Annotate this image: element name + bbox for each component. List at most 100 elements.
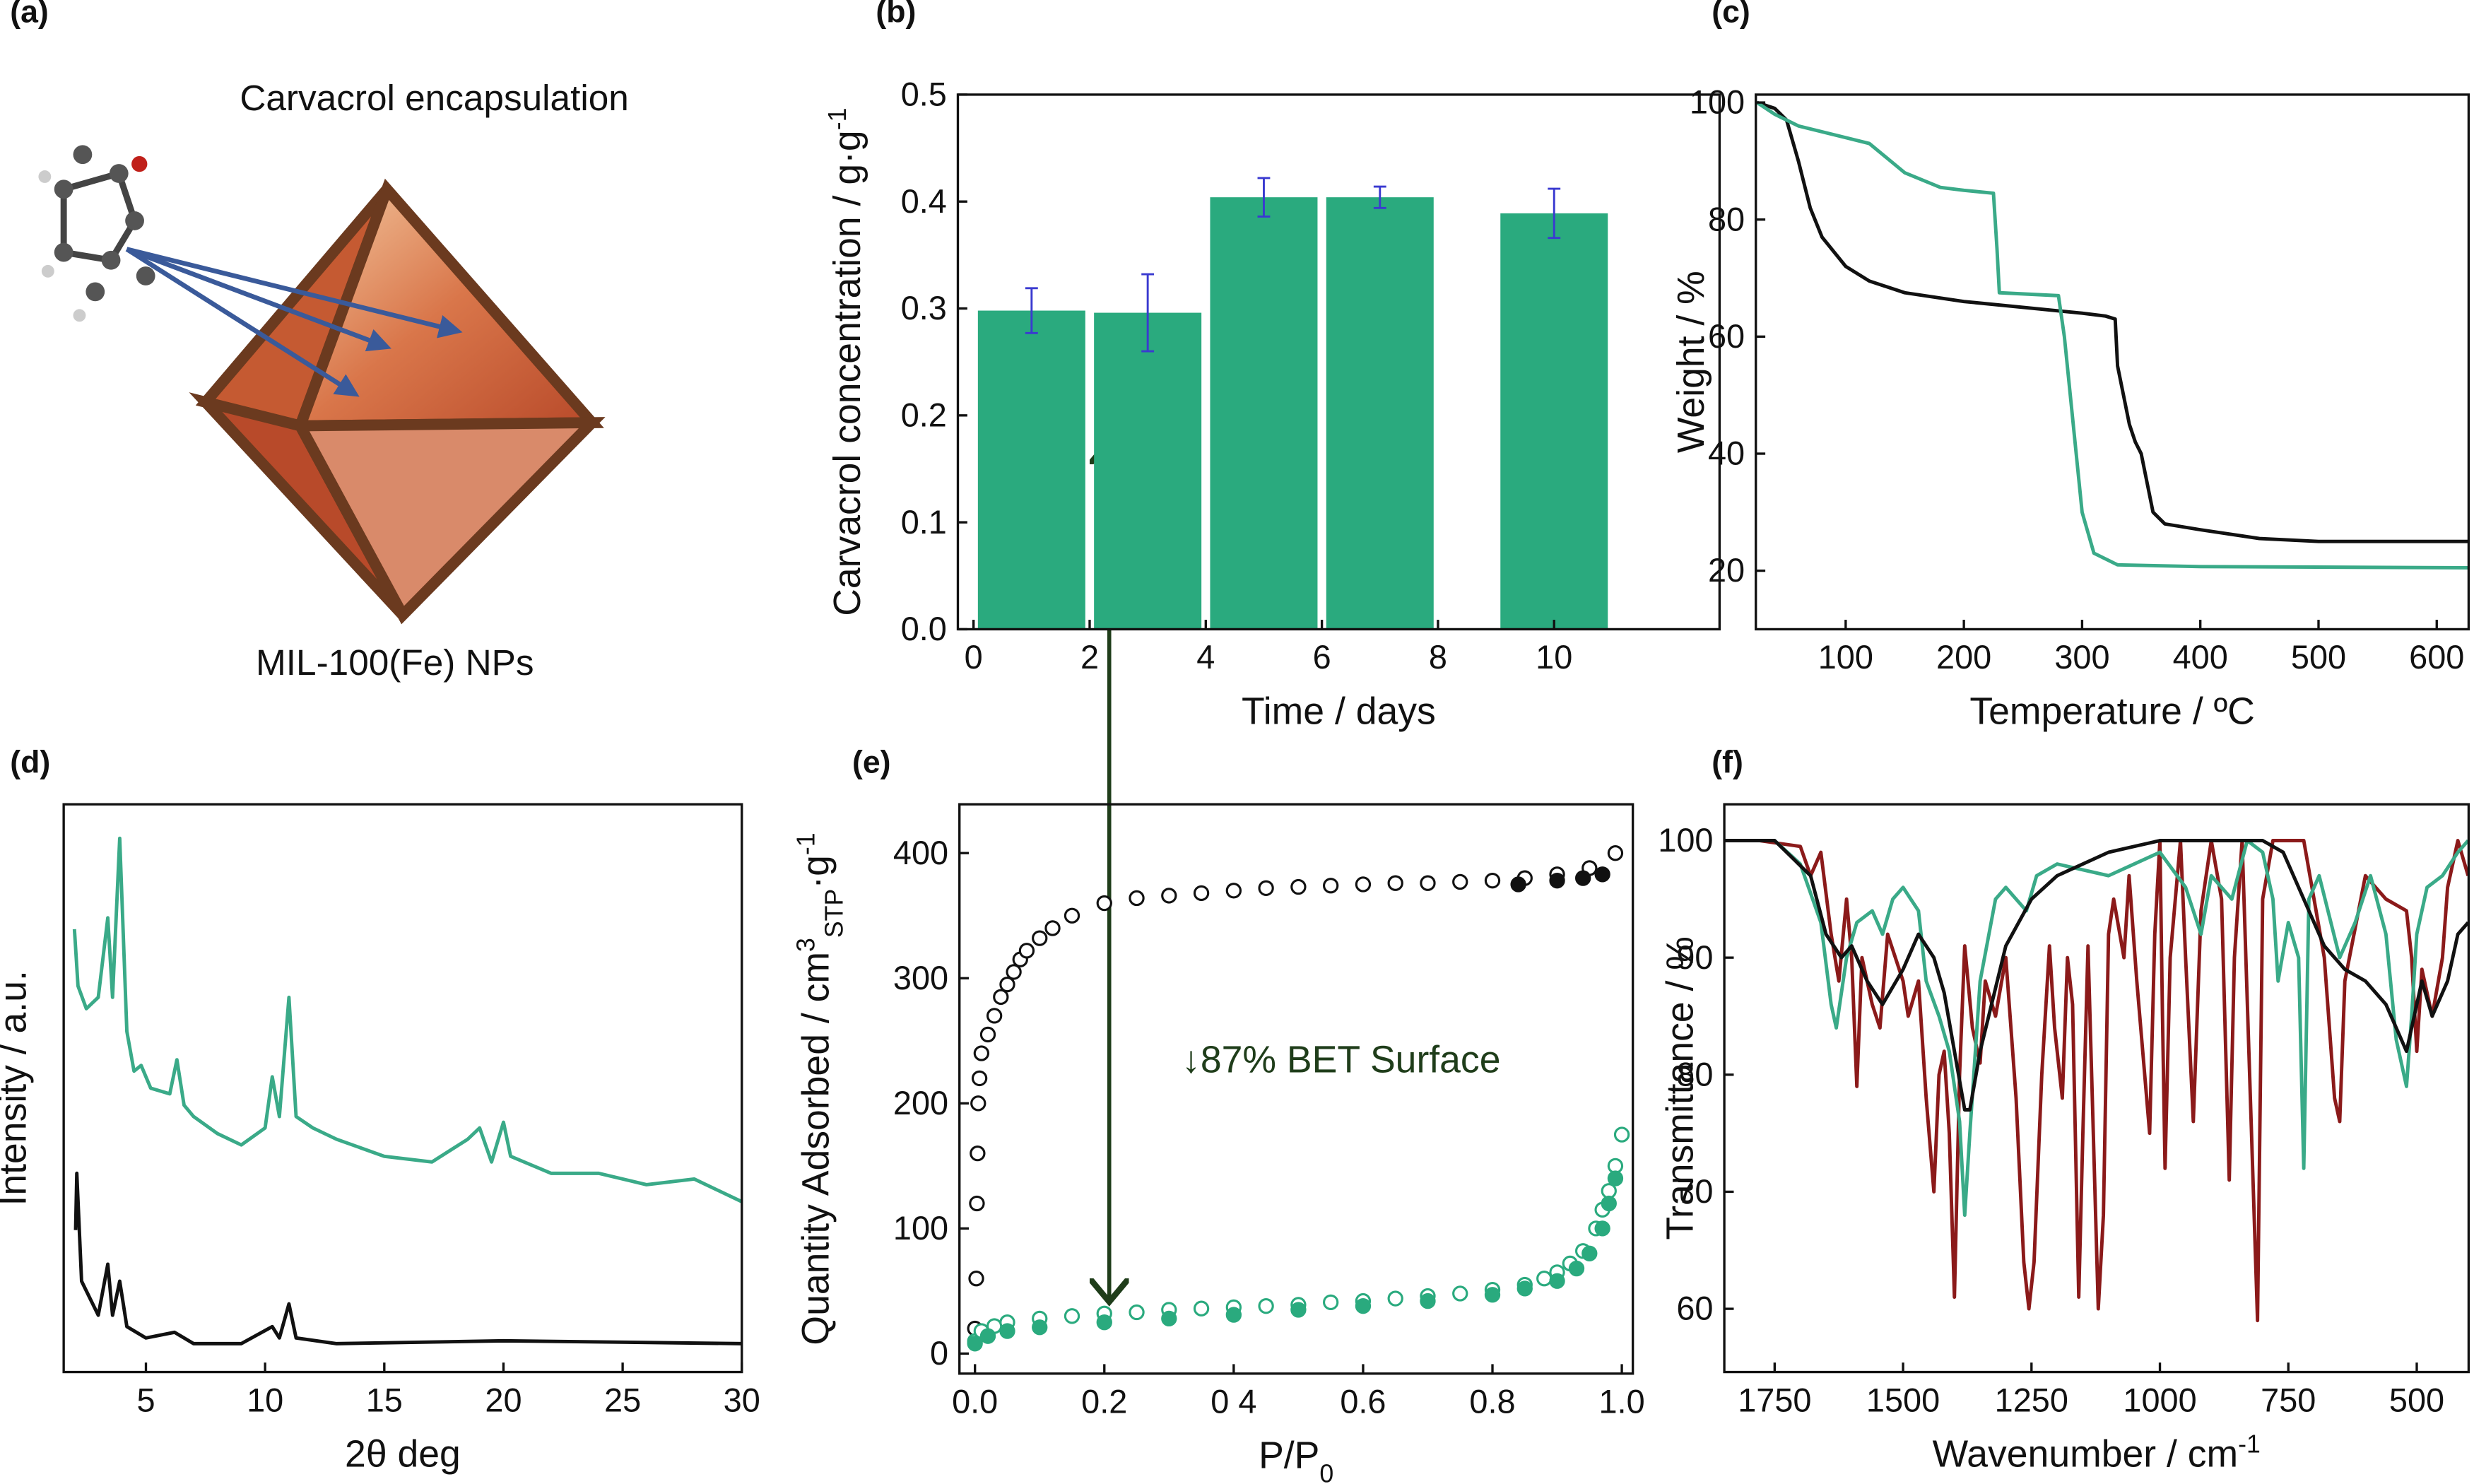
bar [1500,213,1608,630]
data-point [993,989,1009,1005]
error-bar [1373,185,1386,209]
x-tick-label: 15 [366,1382,403,1418]
x-tick-label: 750 [2261,1382,2316,1418]
x-axis-label: Time / days [1242,690,1436,732]
panel: (e) 0.0 0.2 0 4 0.6 0.8 1.0 0 100 200 300 400 ↓87% B… [852,746,1645,1420]
data-point [1536,1271,1553,1287]
data-point [1387,875,1403,891]
y-tick-label: 0.2 [901,396,947,433]
panel-label: (c) [1712,0,1750,29]
y-tick-label: 100 [1690,84,1745,121]
series-line [72,836,742,1203]
x-tick-label: 600 [2409,639,2464,676]
data-point [979,1026,996,1043]
x-tick-label: 6 [1313,639,1331,676]
panel-label: (f) [1712,746,1743,780]
x-tick-label: 200 [1936,639,1991,676]
data-point [999,1323,1015,1339]
data-point [1290,1302,1307,1318]
y-tick-label: 100 [1658,822,1713,859]
data-point [970,1095,986,1112]
bar [1326,197,1434,630]
y-tick-label: 300 [893,960,948,996]
series-line [1724,839,2469,1218]
arrow [126,247,463,338]
panel-label: (d) [10,746,50,780]
data-point [979,1328,996,1344]
x-axis-label: P/P0 [1259,1435,1333,1484]
octahedron-face [292,178,604,432]
x-tick-label: 1250 [1995,1382,2068,1418]
data-point [1452,873,1468,890]
data-point [1607,845,1624,861]
y-tick-label: 60 [1708,318,1745,355]
data-point [1516,1280,1533,1297]
data-point [1601,1195,1617,1212]
data-point [968,1271,984,1287]
data-point [1594,866,1610,883]
x-axis-label: Temperature / ºC [1969,690,2254,732]
label-part: -1 [2238,1430,2261,1458]
y-tick-label: 400 [893,835,948,871]
data-point [1096,895,1112,912]
y-tick-label: 0.1 [901,504,947,541]
x-tick-label: 0.2 [1081,1384,1127,1420]
label-part: -1 [791,832,820,855]
data-point [1129,1304,1145,1321]
x-axis-label: Wavenumber / cm-1 [1933,1430,2261,1475]
molecule [38,145,155,322]
data-point [1258,880,1274,896]
series-line [1756,101,2469,570]
data-point [1549,1273,1565,1289]
label-part: 3 [791,938,820,952]
error-bar [1548,187,1561,240]
data-point [1581,1245,1598,1261]
arrow [125,247,360,397]
x-tick-label: 0.6 [1340,1384,1386,1420]
error-bar [1025,287,1038,334]
x-tick-label: 4 [1196,639,1215,676]
y-tick-label: 0.4 [901,183,947,220]
illustration: (a) Carvacrol encapsulation MIL-100(Fe) … [10,0,629,683]
x-tick-label: 10 [1536,639,1572,676]
panel-label: (e) [852,746,891,780]
error-bar [1141,273,1155,353]
y-tick-label: 40 [1708,435,1745,472]
data-point [1018,943,1035,959]
x-tick-label: 2 [1080,639,1099,676]
data-point [1258,1298,1274,1314]
data-point [1568,1260,1585,1277]
data-point [1575,870,1591,886]
x-tick-label: 500 [2291,639,2346,676]
axes-frame [1755,93,2470,631]
bar [977,310,1085,630]
label-part: STP [820,889,848,938]
x-tick-label: 1500 [1866,1382,1940,1418]
data-point [971,1070,988,1087]
y-tick-label: 80 [1708,201,1745,237]
axes-frame [956,93,1721,631]
data-point [1355,1298,1372,1314]
plot-area [977,177,1608,630]
x-tick-label: 1.0 [1599,1384,1645,1420]
label-part: ·g [795,855,837,889]
data-point [1594,1220,1610,1237]
y-axis-label: Transmittance / % [1659,936,1701,1240]
label-part: Wavenumber / cm [1933,1433,2238,1475]
data-point [1032,930,1048,946]
x-tick-label: 8 [1429,639,1447,676]
series-line [73,1171,742,1345]
x-axis-label: 2θ deg [345,1433,461,1475]
x-tick-label: 0.0 [952,1384,998,1420]
illustration-title: Carvacrol encapsulation [240,78,628,118]
y-tick-label: 0.3 [901,290,947,326]
axes-frame [62,803,743,1374]
data-point [1549,873,1565,889]
data-point [1096,1314,1112,1331]
data-point [1613,1126,1630,1143]
y-tick-label: 200 [893,1085,948,1121]
axes-frame [1723,803,2470,1374]
x-tick-label: 400 [2173,639,2228,676]
panel: (b) 0 2 4 6 8 10 0.0 0.1 0.2 0.3 0.4 0.5 [876,0,1721,676]
